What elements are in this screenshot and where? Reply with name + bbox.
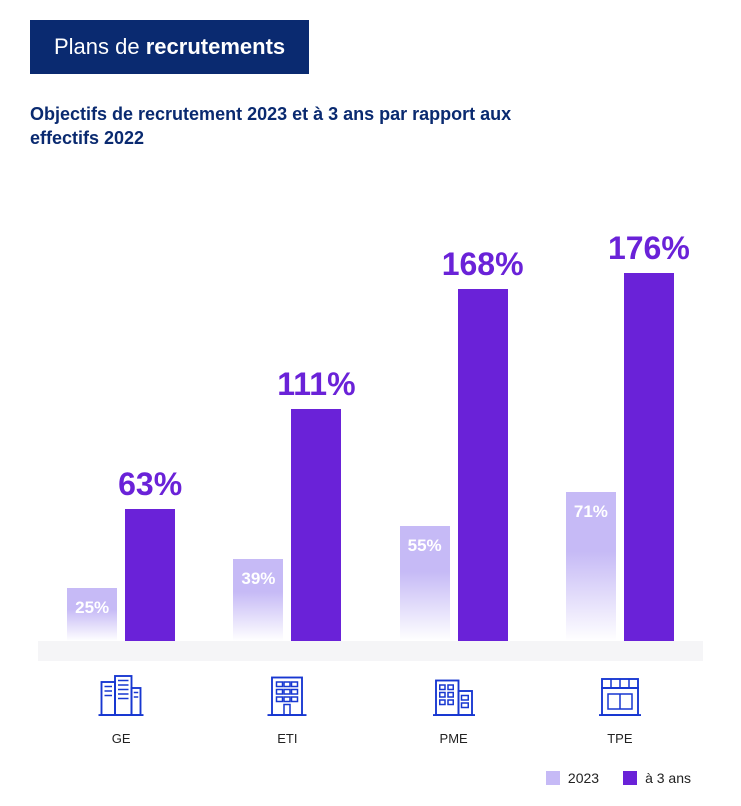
bar-a-eti: 39% bbox=[233, 559, 283, 641]
bar-b-value: 176% bbox=[608, 230, 690, 273]
bar-b-value: 63% bbox=[118, 466, 182, 509]
bar-group-eti: 39% 111% bbox=[204, 181, 370, 641]
legend-item-3ans: à 3 ans bbox=[623, 770, 691, 786]
chart-subtitle: Objectifs de recrutement 2023 et à 3 ans… bbox=[30, 102, 550, 151]
plot-area: 25% 63% 39% 111% 55% 168% 71% 176% bbox=[38, 181, 703, 641]
category-icons-row: GE ETI PME TPE bbox=[38, 673, 703, 746]
category-pme: PME bbox=[371, 673, 537, 746]
bar-b-tpe: 176% bbox=[624, 273, 674, 641]
legend-swatch-a bbox=[546, 771, 560, 785]
bar-a-value: 25% bbox=[75, 588, 109, 618]
category-label: GE bbox=[112, 731, 131, 746]
category-ge: GE bbox=[38, 673, 204, 746]
banner-text-bold: recrutements bbox=[146, 34, 285, 59]
bar-b-pme: 168% bbox=[458, 289, 508, 640]
bar-b-ge: 63% bbox=[125, 509, 175, 641]
category-eti: ETI bbox=[204, 673, 370, 746]
ge-icon bbox=[97, 673, 145, 721]
bar-a-tpe: 71% bbox=[566, 492, 616, 640]
section-banner: Plans de recrutements bbox=[30, 20, 309, 74]
bar-a-ge: 25% bbox=[67, 588, 117, 640]
legend: 2023 à 3 ans bbox=[30, 770, 691, 786]
category-label: ETI bbox=[277, 731, 297, 746]
bar-b-eti: 111% bbox=[291, 409, 341, 641]
legend-swatch-b bbox=[623, 771, 637, 785]
chart-container: 25%63%39%111%55%168%71%176% GEETIPMETPE … bbox=[30, 161, 711, 786]
category-tpe: TPE bbox=[537, 673, 703, 746]
tpe-icon bbox=[596, 673, 644, 721]
legend-label-a: 2023 bbox=[568, 770, 599, 786]
bar-group-ge: 25% 63% bbox=[38, 181, 204, 641]
bar-a-value: 71% bbox=[574, 492, 608, 522]
banner-text-light: Plans de bbox=[54, 34, 146, 59]
bar-a-value: 55% bbox=[408, 526, 442, 556]
bar-b-value: 111% bbox=[277, 366, 355, 409]
bar-group-pme: 55% 168% bbox=[371, 181, 537, 641]
category-label: PME bbox=[440, 731, 468, 746]
bar-b-value: 168% bbox=[442, 246, 524, 289]
bar-a-pme: 55% bbox=[400, 526, 450, 641]
plot-footer-strip bbox=[38, 641, 703, 661]
legend-item-2023: 2023 bbox=[546, 770, 599, 786]
bar-group-tpe: 71% 176% bbox=[537, 181, 703, 641]
eti-icon bbox=[263, 673, 311, 721]
bar-a-value: 39% bbox=[241, 559, 275, 589]
legend-label-b: à 3 ans bbox=[645, 770, 691, 786]
category-label: TPE bbox=[607, 731, 632, 746]
pme-icon bbox=[430, 673, 478, 721]
